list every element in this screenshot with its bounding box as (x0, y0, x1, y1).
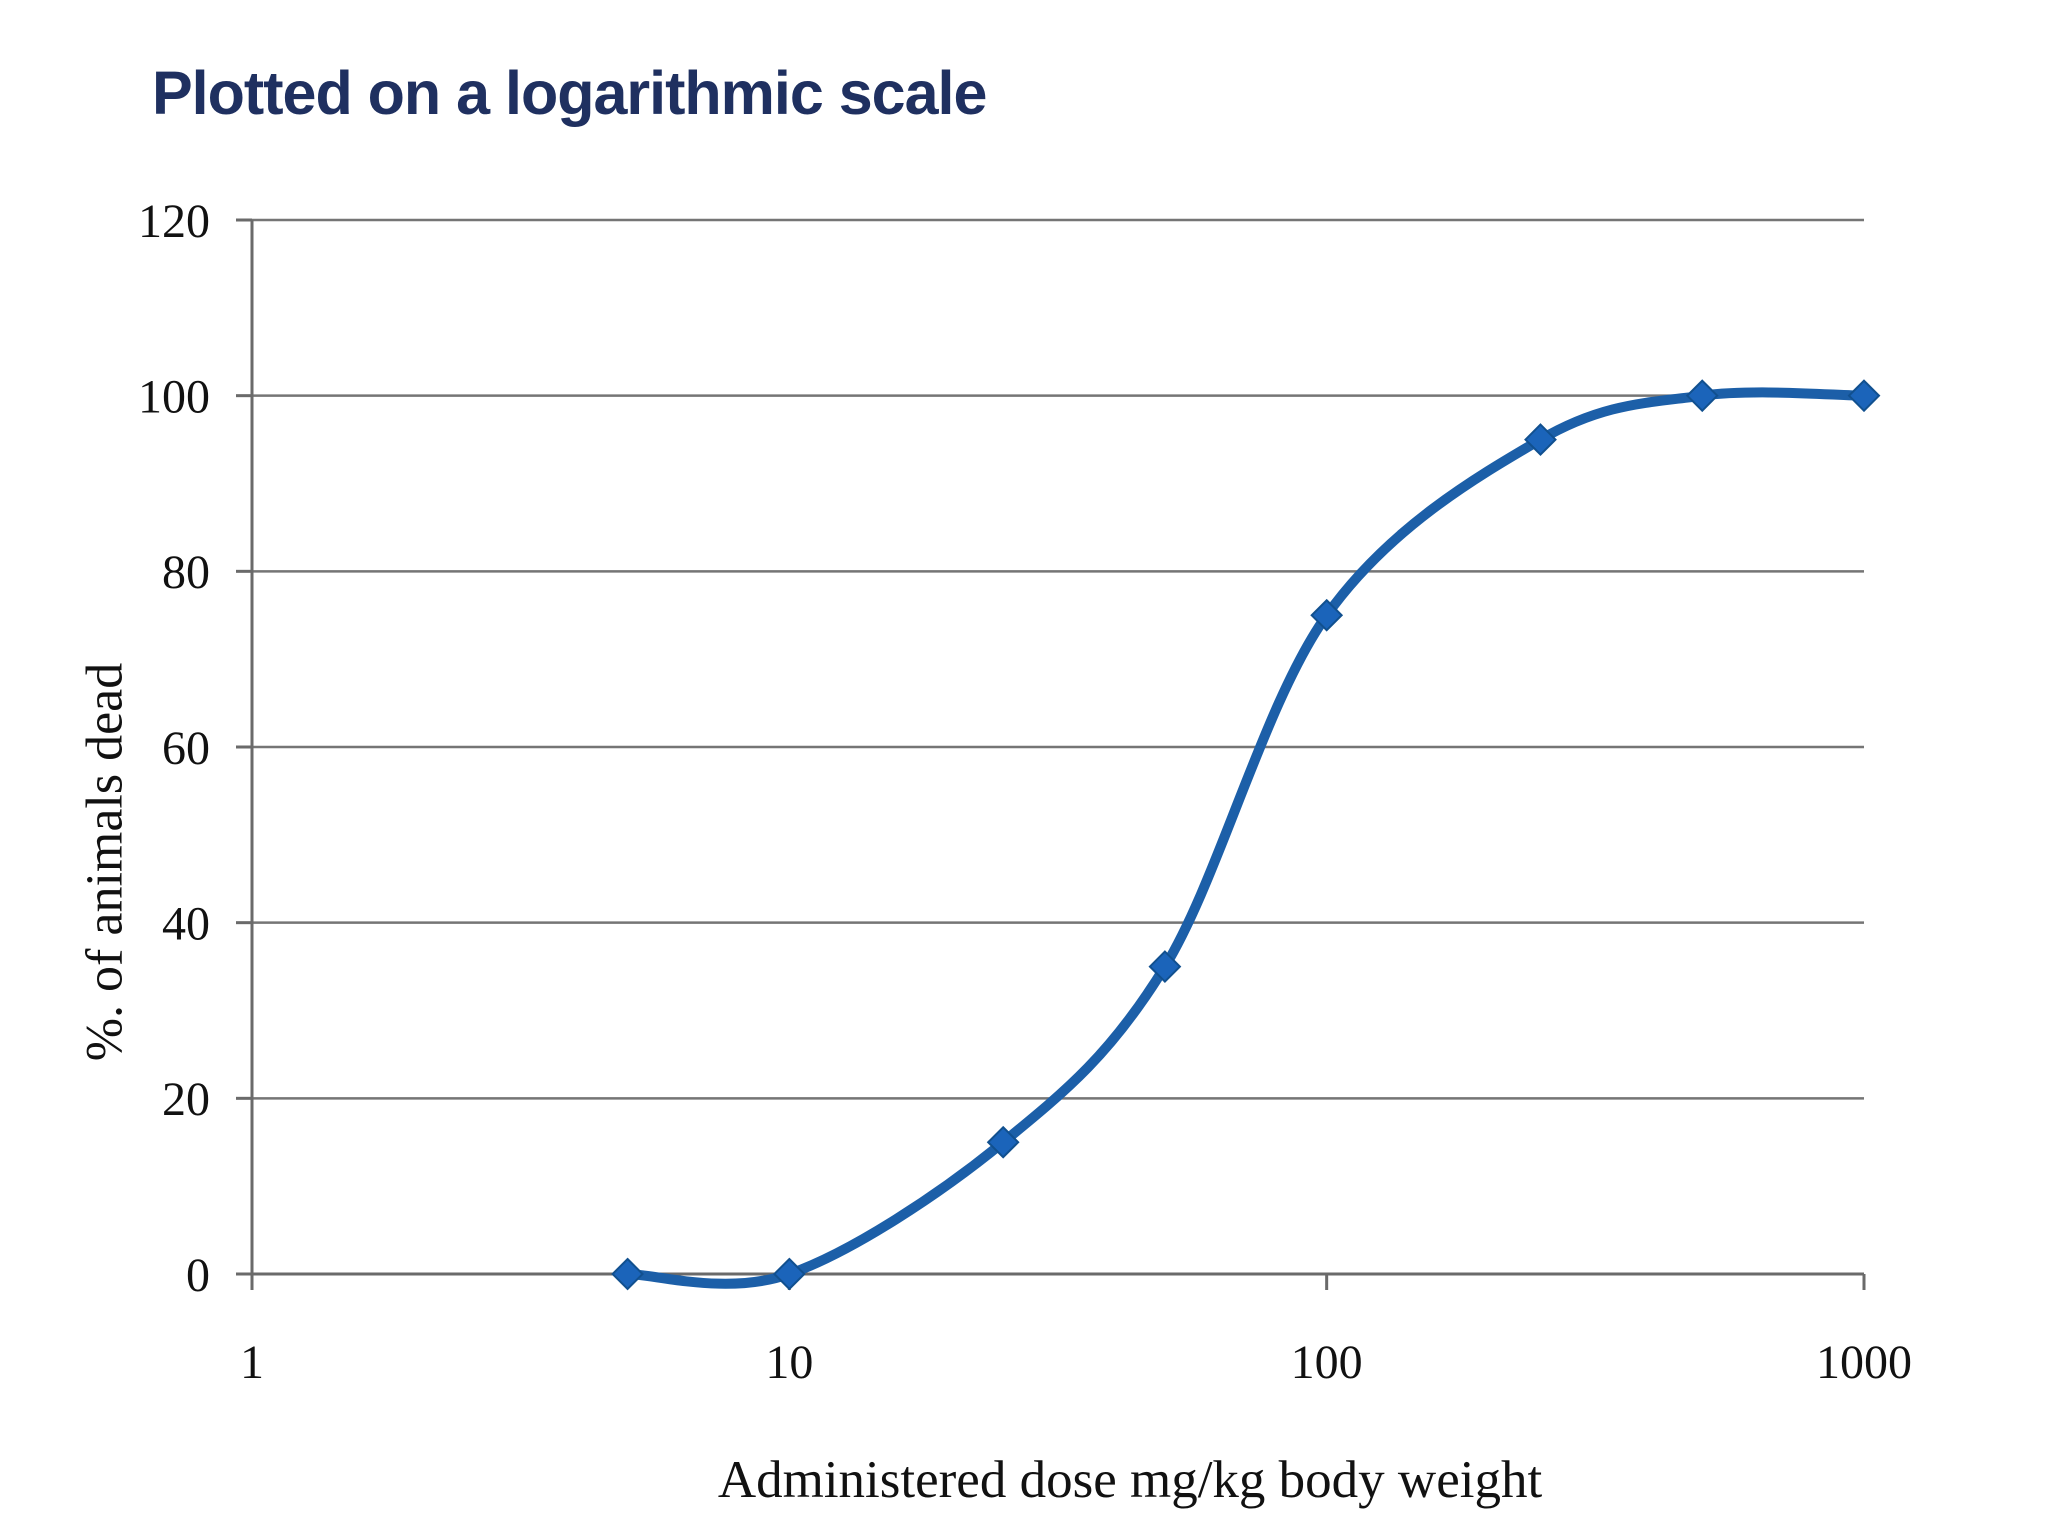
data-point-marker (986, 1125, 1020, 1159)
x-tick-label: 100 (1291, 1336, 1363, 1389)
data-point-marker (772, 1257, 806, 1291)
y-tick-label: 60 (162, 722, 210, 775)
y-tick-label: 100 (138, 370, 210, 423)
data-point-marker (1524, 423, 1557, 456)
x-tick-label: 1 (240, 1336, 264, 1389)
data-point-marker (1685, 379, 1719, 413)
y-tick-label: 0 (186, 1249, 210, 1302)
chart-title: Plotted on a logarithmic scale (152, 59, 987, 127)
data-point-marker (611, 1257, 644, 1291)
data-point-marker (1148, 950, 1182, 983)
data-point-marker (1310, 598, 1344, 632)
y-tick-label: 20 (162, 1073, 210, 1126)
y-tick-label: 120 (138, 195, 210, 248)
y-tick-label: 40 (162, 897, 210, 950)
x-tick-label: 1000 (1816, 1336, 1912, 1389)
data-point-marker (1847, 379, 1881, 413)
y-axis-title: %. of animals dead (76, 662, 134, 1062)
x-tick-label: 10 (765, 1336, 813, 1389)
y-tick-label: 80 (162, 546, 210, 599)
x-axis-title: Administered dose mg/kg body weight (717, 1451, 1543, 1509)
series-line (622, 387, 1869, 1289)
